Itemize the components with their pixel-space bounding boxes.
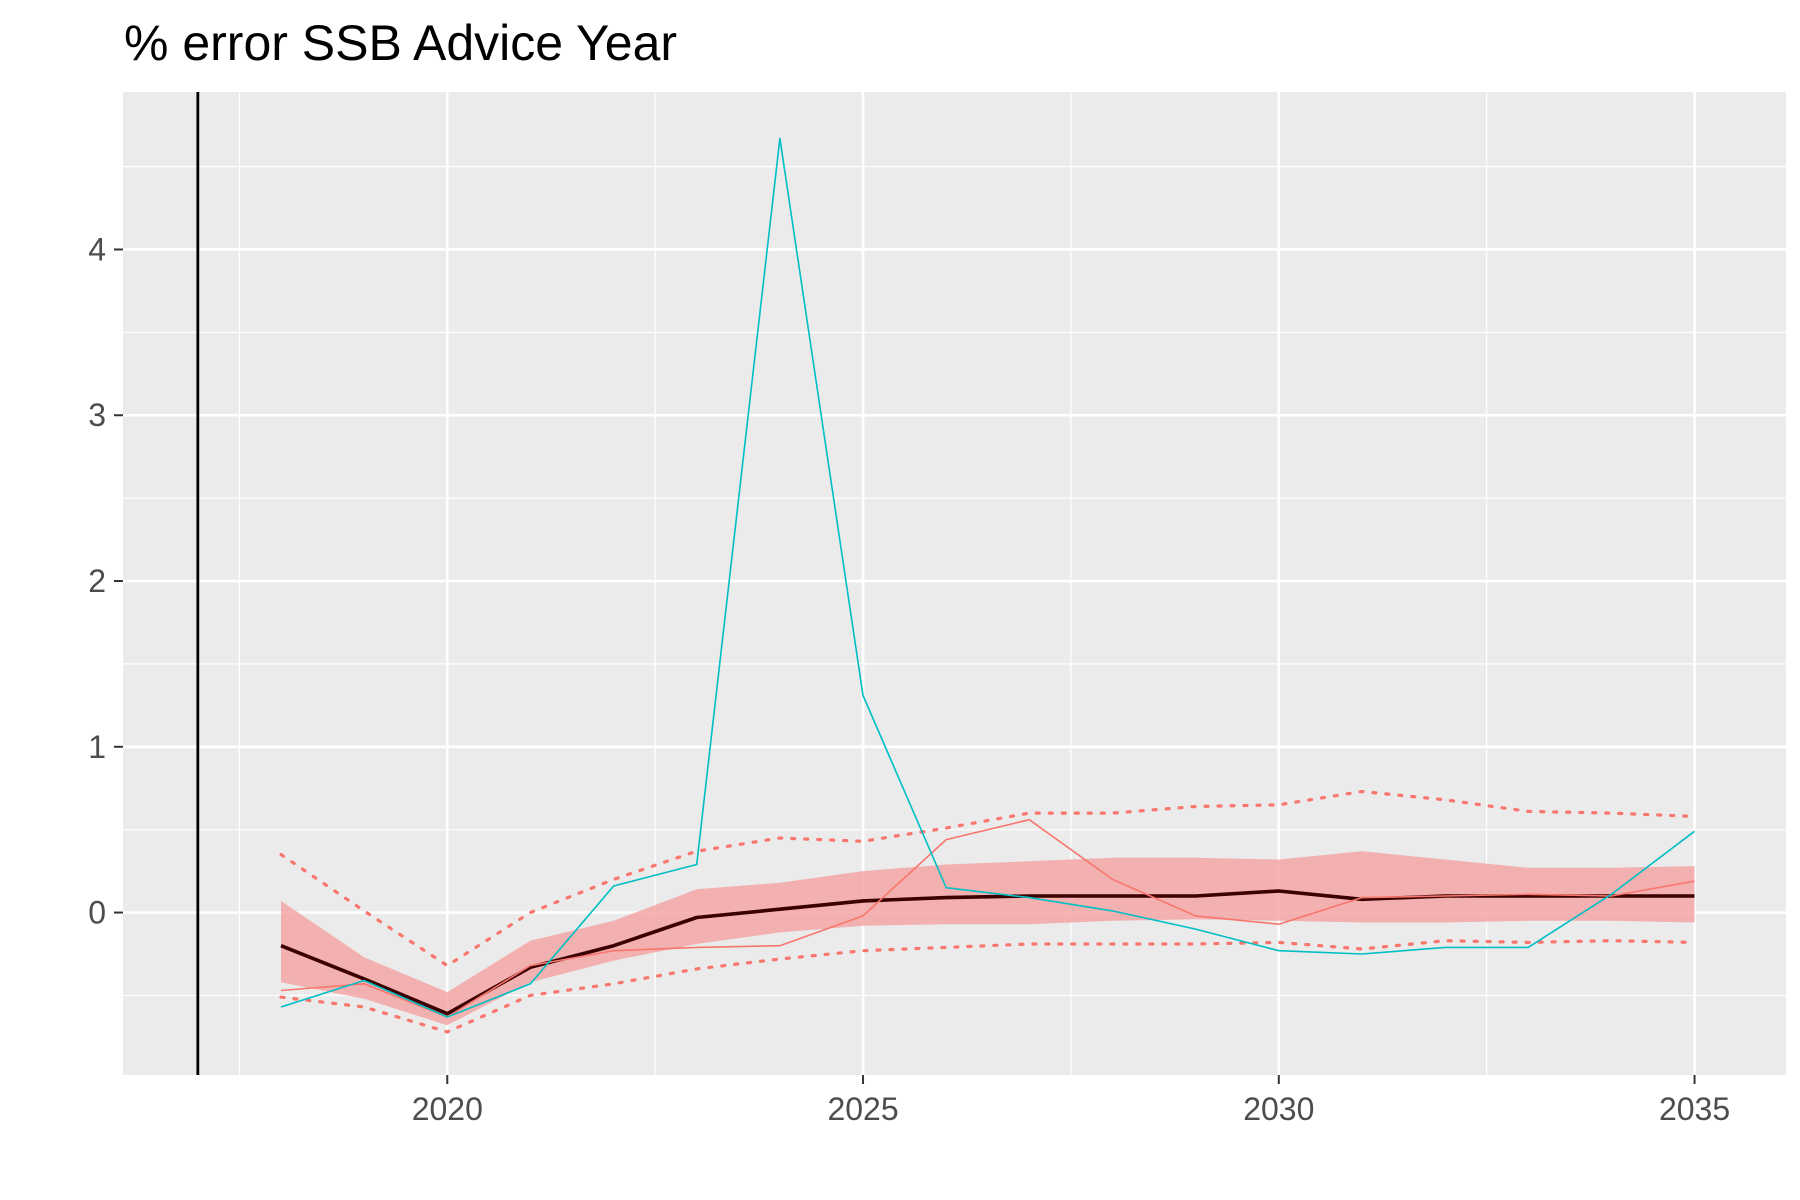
series-line-red (280, 818, 1695, 1018)
x-tick-label: 2030 (1243, 1091, 1314, 1127)
data-marks (196, 92, 1697, 1075)
x-tick-label: 2025 (827, 1091, 898, 1127)
x-tick-label: 2020 (412, 1091, 483, 1127)
x-tick-label: 2035 (1659, 1091, 1730, 1127)
series-line-cyan (280, 137, 1695, 1018)
y-tick-label: 1 (88, 729, 106, 765)
y-tick-label: 0 (88, 895, 106, 931)
y-tick-label: 3 (88, 397, 106, 433)
y-tick-label: 2 (88, 563, 106, 599)
plot-panel-background (123, 92, 1786, 1075)
axes: 2020 2025 2030 2035 0 1 2 3 4 (88, 231, 1730, 1127)
chart-title: % error SSB Advice Year (124, 15, 678, 71)
lower-quantile-line (279, 939, 1697, 1034)
upper-quantile-line (279, 789, 1697, 968)
quantile-band (281, 851, 1695, 1026)
y-tick-label: 4 (88, 231, 106, 267)
